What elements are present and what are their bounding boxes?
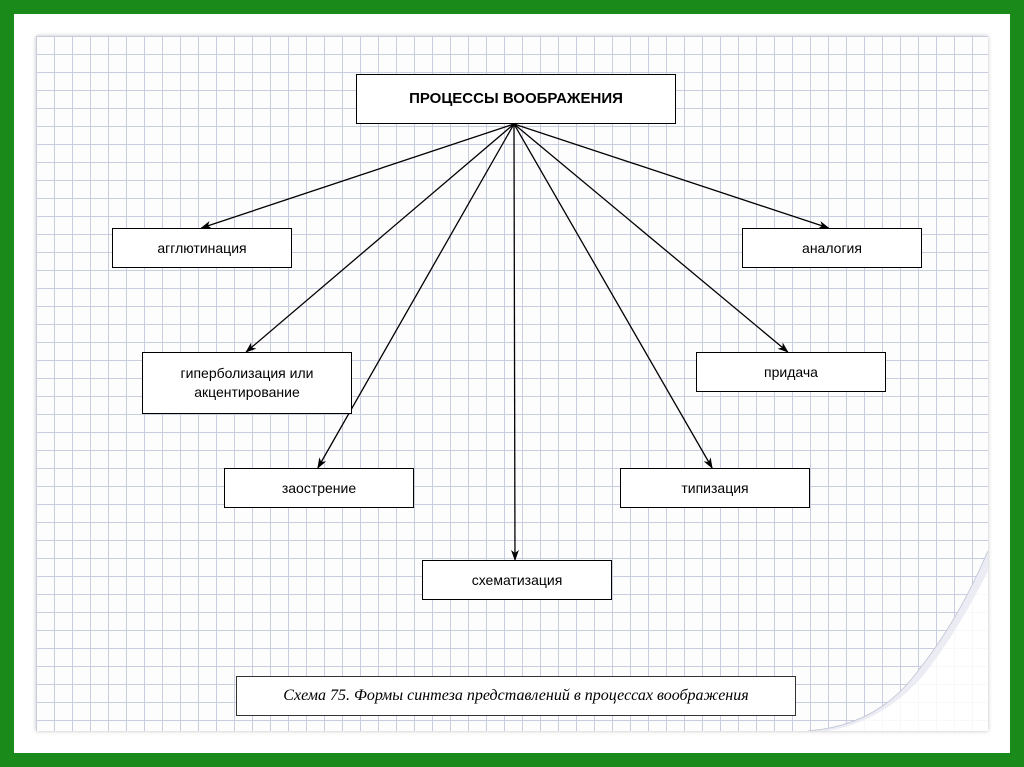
leaf-label: типизация — [681, 479, 748, 498]
outer-frame: ПРОЦЕССЫ ВООБРАЖЕНИЯ агглютинация аналоги… — [0, 0, 1024, 767]
leaf-label: гиперболизация или акцентирование — [181, 364, 314, 402]
leaf-node-imparting: придача — [696, 352, 886, 392]
edge-to-agglutination — [201, 124, 514, 228]
leaf-label: заострение — [282, 479, 356, 498]
leaf-node-sharpening: заострение — [224, 468, 414, 508]
root-label: ПРОЦЕССЫ ВООБРАЖЕНИЯ — [409, 89, 623, 109]
leaf-label: придача — [764, 363, 818, 382]
leaf-node-typification: типизация — [620, 468, 810, 508]
edge-to-typification — [514, 124, 712, 468]
leaf-node-agglutination: агглютинация — [112, 228, 292, 268]
leaf-label: аналогия — [802, 239, 862, 258]
figure-caption: Схема 75. Формы синтеза представлений в … — [236, 676, 796, 716]
leaf-label: агглютинация — [157, 239, 246, 258]
grid-paper: ПРОЦЕССЫ ВООБРАЖЕНИЯ агглютинация аналоги… — [36, 36, 988, 731]
edge-to-sharpening — [318, 124, 514, 468]
root-node: ПРОЦЕССЫ ВООБРАЖЕНИЯ — [356, 74, 676, 124]
leaf-node-analogy: аналогия — [742, 228, 922, 268]
edge-to-schematization — [514, 124, 515, 560]
edge-to-analogy — [514, 124, 829, 228]
leaf-label: схематизация — [472, 571, 563, 590]
leaf-node-schematization: схематизация — [422, 560, 612, 600]
caption-text: Схема 75. Формы синтеза представлений в … — [283, 687, 748, 705]
leaf-node-hyperbolization: гиперболизация или акцентирование — [142, 352, 352, 414]
